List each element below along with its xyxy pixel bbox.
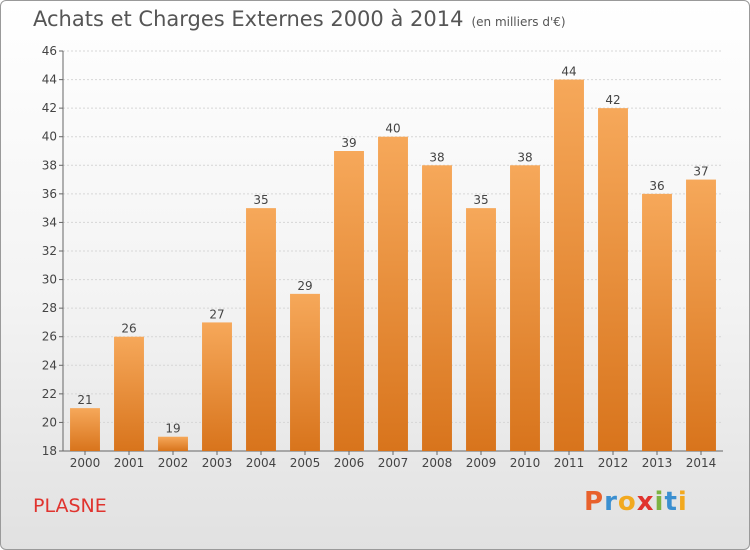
data-label-2009: 35 xyxy=(473,193,488,207)
data-label-2006: 39 xyxy=(341,136,356,150)
x-tick-label-2012: 2012 xyxy=(598,456,629,470)
x-tick-label-2010: 2010 xyxy=(510,456,541,470)
data-label-2000: 21 xyxy=(77,393,92,407)
data-label-2001: 26 xyxy=(121,322,136,336)
y-tick-label: 42 xyxy=(42,101,57,115)
y-tick-label: 38 xyxy=(42,158,57,172)
x-tick-label-2005: 2005 xyxy=(290,456,321,470)
y-tick-label: 22 xyxy=(42,387,57,401)
y-tick-label: 34 xyxy=(42,215,57,229)
data-label-2002: 19 xyxy=(165,422,180,436)
bar-2004 xyxy=(246,208,276,451)
y-tick-label: 46 xyxy=(42,44,57,58)
data-label-2014: 37 xyxy=(693,165,708,179)
bar-2008 xyxy=(422,165,452,452)
logo-letter: o xyxy=(617,487,637,517)
bar-2009 xyxy=(466,208,496,451)
logo-letter: t xyxy=(664,487,678,517)
bar-2003 xyxy=(202,322,232,451)
y-tick-label: 30 xyxy=(42,273,57,287)
proxiti-logo: Proxiti xyxy=(584,487,688,517)
gridlines xyxy=(63,50,723,423)
x-tick-label-2014: 2014 xyxy=(686,456,717,470)
data-label-2004: 35 xyxy=(253,193,268,207)
chart-title: Achats et Charges Externes 2000 à 2014 (e… xyxy=(33,7,566,31)
commune-name: PLASNE xyxy=(33,495,107,517)
bar-2011 xyxy=(554,79,584,452)
x-tick-label-2009: 2009 xyxy=(466,456,497,470)
y-tick-label: 44 xyxy=(42,73,57,87)
bar-2012 xyxy=(598,108,628,452)
x-tick-label-2003: 2003 xyxy=(202,456,233,470)
y-tick-label: 18 xyxy=(42,444,57,458)
data-label-2013: 36 xyxy=(649,179,664,193)
logo-letter: i xyxy=(677,487,688,517)
x-tick-label-2008: 2008 xyxy=(422,456,453,470)
data-label-2011: 44 xyxy=(561,65,576,79)
data-label-2005: 29 xyxy=(297,279,312,293)
data-label-2010: 38 xyxy=(517,150,532,164)
y-tick-label: 28 xyxy=(42,301,57,315)
bar-2000 xyxy=(70,408,100,451)
x-tick-label-2004: 2004 xyxy=(246,456,277,470)
data-label-2008: 38 xyxy=(429,150,444,164)
data-label-2012: 42 xyxy=(605,93,620,107)
x-tick-label-2007: 2007 xyxy=(378,456,409,470)
y-tick-label: 36 xyxy=(42,187,57,201)
bar-2002 xyxy=(158,436,188,451)
bar-2006 xyxy=(334,151,364,451)
logo-letter: i xyxy=(654,487,665,517)
chart-title-text: Achats et Charges Externes 2000 à 2014 xyxy=(33,7,464,31)
bar-2005 xyxy=(290,293,320,451)
x-tick-label-2001: 2001 xyxy=(114,456,145,470)
logo-letter: r xyxy=(604,487,618,517)
y-tick-label: 20 xyxy=(42,415,57,429)
x-tick-label-2006: 2006 xyxy=(334,456,365,470)
x-tick-label-2000: 2000 xyxy=(70,456,101,470)
y-tick-label: 32 xyxy=(42,244,57,258)
bar-2013 xyxy=(642,193,672,451)
data-label-2003: 27 xyxy=(209,307,224,321)
bar-2007 xyxy=(378,136,408,451)
chart-subtitle: (en milliers d'€) xyxy=(471,15,566,29)
data-labels: 21 26 19 27 35 29 39 40 38 35 38 44 42 36 37 xyxy=(77,65,708,436)
bar-2001 xyxy=(114,336,144,451)
bars xyxy=(70,79,716,452)
logo-letter: P xyxy=(584,487,605,517)
data-label-2007: 40 xyxy=(385,122,400,136)
y-tick-label: 24 xyxy=(42,358,57,372)
x-tick-label-2013: 2013 xyxy=(642,456,673,470)
y-tick-label: 26 xyxy=(42,330,57,344)
bar-2014 xyxy=(686,179,716,452)
logo-letter: x xyxy=(636,487,655,517)
bar-2010 xyxy=(510,165,540,452)
x-tick-label-2011: 2011 xyxy=(554,456,585,470)
x-tick-label-2002: 2002 xyxy=(158,456,189,470)
y-tick-label: 40 xyxy=(42,130,57,144)
